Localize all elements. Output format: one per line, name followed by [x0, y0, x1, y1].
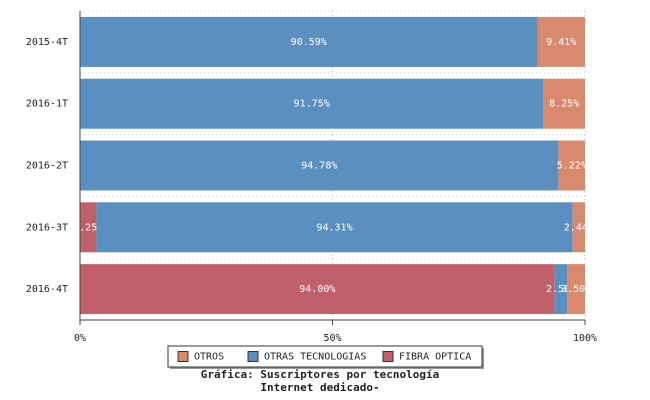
value-label: 3.25% — [73, 222, 103, 233]
legend-label: OTROS — [194, 352, 224, 363]
legend — [167, 345, 483, 368]
y-tick-label: 2016-3T — [26, 222, 68, 233]
value-label: 94.31% — [316, 222, 352, 233]
bar-segment — [554, 264, 568, 315]
chart-subtitle: Internet dedicado- — [260, 381, 379, 394]
x-tick-label: 100% — [573, 333, 597, 344]
value-label: 2.50% — [546, 284, 576, 295]
bar-segment — [80, 140, 559, 191]
bar-segment — [537, 16, 585, 67]
value-label: 94.78% — [301, 161, 337, 172]
legend-swatch — [247, 351, 259, 362]
legend-label: OTRAS TECNOLOGIAS — [264, 352, 366, 363]
legend-label: FIBRA OPTICA — [399, 352, 471, 363]
bar-segment — [572, 202, 585, 253]
bar-segment — [80, 264, 555, 315]
value-label: 9.41% — [546, 37, 576, 48]
value-label: 2.44% — [564, 222, 594, 233]
value-label: 90.59% — [291, 37, 327, 48]
y-tick-label: 2016-1T — [26, 99, 68, 110]
bar-segment — [558, 140, 585, 191]
bar-segment — [567, 264, 585, 315]
bar-segment — [543, 78, 585, 129]
y-tick-label: 2016-4T — [26, 284, 68, 295]
bar-segment — [80, 16, 538, 67]
bar-segment — [96, 202, 573, 253]
value-label: 5.22% — [557, 161, 587, 172]
legend-swatch — [177, 351, 189, 362]
value-label: 3.50% — [561, 284, 591, 295]
bar-segment — [80, 78, 544, 129]
x-tick-label: 50% — [323, 333, 341, 344]
value-label: 91.75% — [294, 99, 330, 110]
y-tick-label: 2016-2T — [26, 161, 68, 172]
bar-segment — [80, 202, 97, 253]
x-tick-label: 0% — [74, 333, 86, 344]
chart-title: Gráfica: Suscriptores por tecnología — [201, 368, 439, 381]
y-tick-label: 2015-4T — [26, 37, 68, 48]
legend-swatch — [382, 351, 394, 362]
value-label: 8.25% — [549, 99, 579, 110]
value-label: 94.00% — [299, 284, 335, 295]
